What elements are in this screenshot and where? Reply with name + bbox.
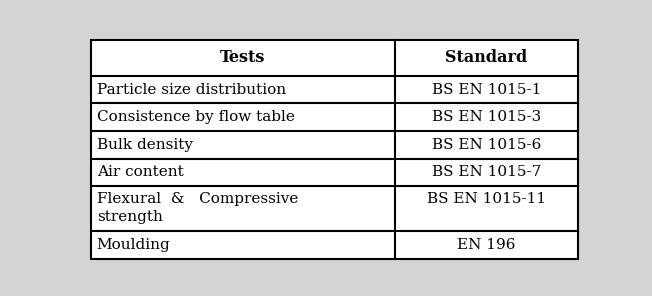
Text: BS EN 1015-1: BS EN 1015-1 <box>432 83 541 96</box>
Text: BS EN 1015-7: BS EN 1015-7 <box>432 165 541 179</box>
Text: Bulk density: Bulk density <box>96 138 192 152</box>
Text: Consistence by flow table: Consistence by flow table <box>96 110 295 124</box>
Text: BS EN 1015-11: BS EN 1015-11 <box>427 192 546 206</box>
Text: BS EN 1015-6: BS EN 1015-6 <box>432 138 541 152</box>
Text: Standard: Standard <box>445 49 527 66</box>
Text: EN 196: EN 196 <box>457 238 516 252</box>
Text: Tests: Tests <box>220 49 265 66</box>
Text: Air content: Air content <box>96 165 183 179</box>
Text: Flexural  &   Compressive
strength: Flexural & Compressive strength <box>96 192 298 224</box>
Text: Moulding: Moulding <box>96 238 170 252</box>
Text: Particle size distribution: Particle size distribution <box>96 83 286 96</box>
Text: BS EN 1015-3: BS EN 1015-3 <box>432 110 541 124</box>
